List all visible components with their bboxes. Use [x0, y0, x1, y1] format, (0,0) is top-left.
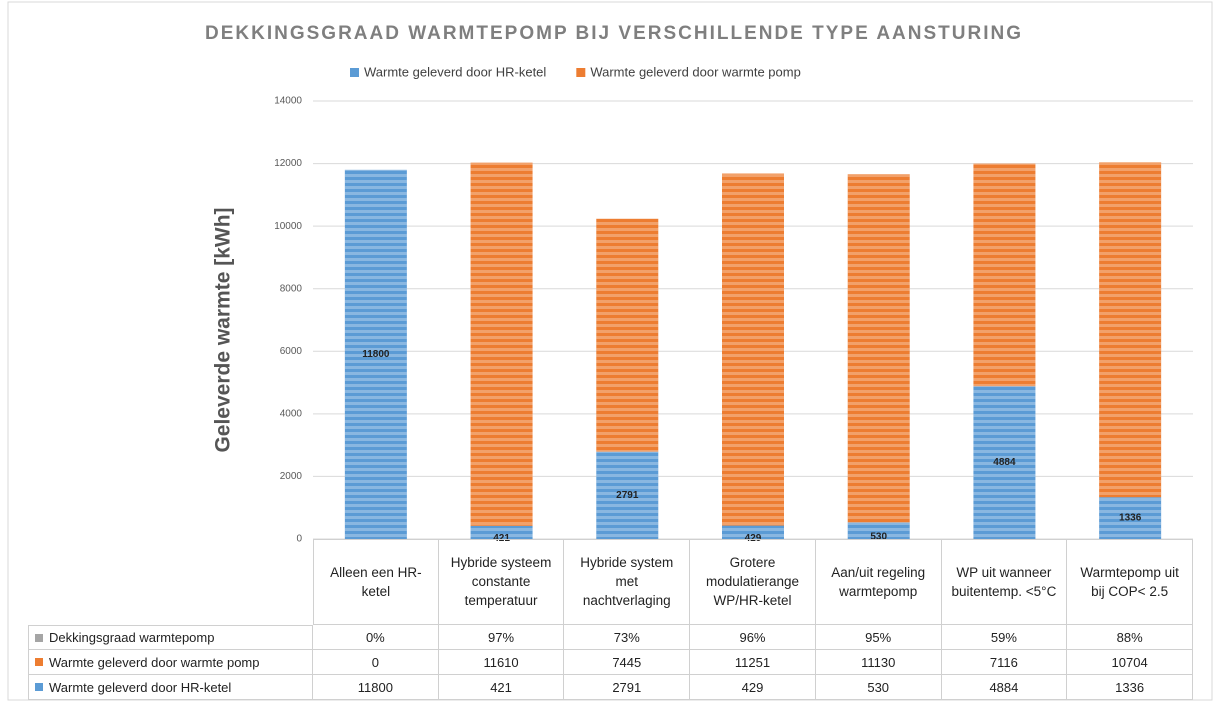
y-axis-label: Geleverde warmte [kWh] [212, 207, 235, 452]
table-cell: 421 [438, 675, 565, 700]
table-cell: 0 [313, 650, 439, 675]
data-label: 2791 [616, 490, 639, 501]
bar-stripe [344, 169, 407, 540]
table-cell: 0% [313, 625, 439, 650]
y-tick-label: 4000 [280, 408, 303, 419]
table-cell: 73% [564, 625, 691, 650]
bar-stripe [722, 173, 784, 526]
table-cell: 11610 [438, 650, 565, 675]
table-cell: 7116 [941, 650, 1068, 675]
bar-stripe [1099, 162, 1162, 498]
table-cell: 2791 [564, 675, 691, 700]
table-cell: 11251 [690, 650, 816, 675]
table-header: Alleen een HR-ketel [313, 539, 439, 625]
data-label: 530 [870, 531, 887, 542]
y-tick-label: 6000 [280, 346, 303, 357]
bar-stripe [722, 525, 784, 539]
bar-stripe [470, 525, 533, 539]
data-label: 429 [745, 533, 762, 544]
bar-stripe [973, 163, 1036, 387]
data-label: 4884 [993, 457, 1016, 468]
y-tick-label: 12000 [274, 158, 302, 169]
bar-stripe [1099, 497, 1162, 539]
table-cell: 429 [690, 675, 816, 700]
bar-stripe [973, 386, 1036, 539]
table-header: WP uit wanneer buitentemp. <5°C [941, 539, 1068, 625]
table-cell: 11800 [313, 675, 439, 700]
data-label: 11800 [362, 349, 390, 360]
row-label: Warmte geleverd door HR-ketel [49, 679, 232, 695]
table-cell: 1336 [1067, 675, 1193, 700]
table-cell: 530 [815, 675, 942, 700]
data-label: 1336 [1119, 513, 1142, 524]
table-cell: 95% [815, 625, 942, 650]
table-header: Grotere modulatierange WP/HR-ketel [690, 539, 816, 625]
table-cell: 11130 [815, 650, 942, 675]
y-tick-label: 0 [296, 534, 302, 545]
table-cell: 10704 [1067, 650, 1193, 675]
table-header: Warmtepomp uit bij COP< 2.5 [1067, 539, 1193, 625]
y-tick-label: 14000 [274, 96, 302, 107]
table-header: Hybride systeem constante temperatuur [438, 539, 565, 625]
table-cell: 7445 [564, 650, 691, 675]
legend-key [35, 633, 43, 642]
table-row-name: Warmte geleverd door warmte pomp [28, 650, 313, 675]
bar-stripe [596, 218, 659, 452]
table-header: Hybride system met nachtverlaging [564, 539, 691, 625]
table-row-name: Dekkingsgraad warmtepomp [28, 625, 313, 650]
bar-stripe [470, 162, 533, 526]
table-cell: 97% [438, 625, 565, 650]
table-cell: 59% [941, 625, 1068, 650]
y-tick-label: 2000 [280, 471, 303, 482]
legend-label: Warmte geleverd door warmte pomp [590, 64, 801, 79]
row-label: Dekkingsgraad warmtepomp [49, 630, 215, 645]
table-cell: 4884 [941, 675, 1068, 700]
data-label: 421 [493, 533, 510, 544]
y-tick-label: 8000 [280, 283, 303, 294]
table-cell: 88% [1067, 625, 1193, 650]
row-label: Warmte geleverd door warmte pomp [49, 654, 260, 670]
table-row-name: Warmte geleverd door HR-ketel [28, 675, 313, 700]
legend-key [35, 683, 43, 691]
chart-border [7, 1, 1213, 701]
table-cell: 96% [690, 625, 816, 650]
bar-stripe [596, 451, 659, 539]
y-tick-label: 10000 [274, 221, 302, 232]
legend-key [35, 658, 43, 666]
legend-label: Warmte geleverd door HR-ketel [364, 64, 546, 79]
legend-swatch [576, 68, 586, 77]
bar-stripe [847, 522, 910, 539]
table-header: Aan/uit regeling warmtepomp [815, 539, 942, 625]
chart-title: DEKKINGSGRAAD WARMTEPOMP BIJ VERSCHILLEN… [205, 23, 1023, 44]
bar-stripe [847, 174, 910, 523]
legend-swatch [350, 68, 359, 77]
table-top-line [313, 539, 1193, 540]
